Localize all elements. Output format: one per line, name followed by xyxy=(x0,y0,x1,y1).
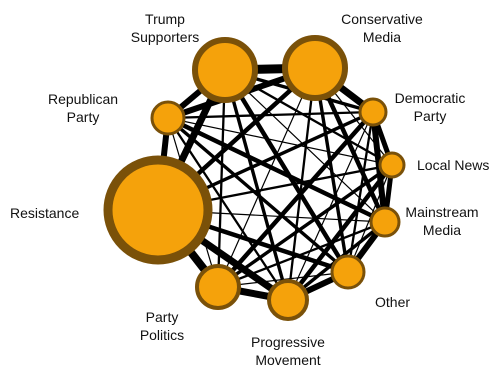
node-label-line: Democratic xyxy=(395,90,466,106)
node-resistance xyxy=(103,155,213,265)
node-trump xyxy=(192,37,258,103)
node-republican xyxy=(150,100,186,136)
node-label-conservative: Conservative Media xyxy=(341,11,423,45)
node-other xyxy=(330,254,366,290)
edge-conservative-party xyxy=(217,67,316,288)
edge-local-republican xyxy=(167,117,393,166)
node-label-other: Other xyxy=(375,294,410,310)
node-label-line: Politics xyxy=(140,327,184,343)
node-label-line: Media xyxy=(423,222,461,238)
node-label-line: Party xyxy=(146,309,179,325)
node-label-line: Conservative xyxy=(341,11,423,27)
edge-trump-other xyxy=(222,67,351,275)
node-mainstream xyxy=(369,206,401,238)
node-label-line: Resistance xyxy=(10,205,79,221)
node-local xyxy=(378,151,406,179)
node-layer xyxy=(103,35,406,321)
node-label-line: Trump xyxy=(145,11,185,27)
label-layer: Trump Supporters Conservative Media Democrat… xyxy=(10,11,489,368)
edge-democratic-party xyxy=(215,109,376,290)
edge-trump-progressive xyxy=(223,68,290,302)
node-label-party: Party Politics xyxy=(140,309,184,343)
node-label-local: Local News xyxy=(417,157,489,173)
node-label-line: Local News xyxy=(417,157,489,173)
node-label-line: Other xyxy=(375,294,410,310)
node-label-republican: Republican Party xyxy=(48,91,118,125)
node-label-line: Media xyxy=(363,29,401,45)
node-label-line: Movement xyxy=(255,352,320,368)
node-label-line: Mainstream xyxy=(405,204,478,220)
node-label-resistance: Resistance xyxy=(10,205,79,221)
node-label-democratic: Democratic Party xyxy=(395,90,466,124)
node-progressive xyxy=(267,279,309,321)
node-democratic xyxy=(358,97,388,127)
node-label-progressive: Progressive Movement xyxy=(251,334,325,368)
edge-mainstream-republican xyxy=(165,115,388,225)
node-label-line: Party xyxy=(414,108,447,124)
edge-local-party xyxy=(216,163,394,289)
node-label-trump: Trump Supporters xyxy=(131,11,199,45)
edge-democratic-progressive xyxy=(287,111,374,301)
node-label-line: Supporters xyxy=(131,29,199,45)
node-label-line: Republican xyxy=(48,91,118,107)
edge-democratic-other xyxy=(346,110,375,274)
node-label-mainstream: Mainstream Media xyxy=(405,204,478,238)
node-party xyxy=(195,264,241,310)
node-label-line: Progressive xyxy=(251,334,325,350)
edge-democratic-republican xyxy=(166,110,375,120)
node-conservative xyxy=(282,35,348,101)
edge-progressive-republican xyxy=(166,116,290,302)
node-label-line: Party xyxy=(67,109,100,125)
edge-other-republican xyxy=(166,116,350,274)
